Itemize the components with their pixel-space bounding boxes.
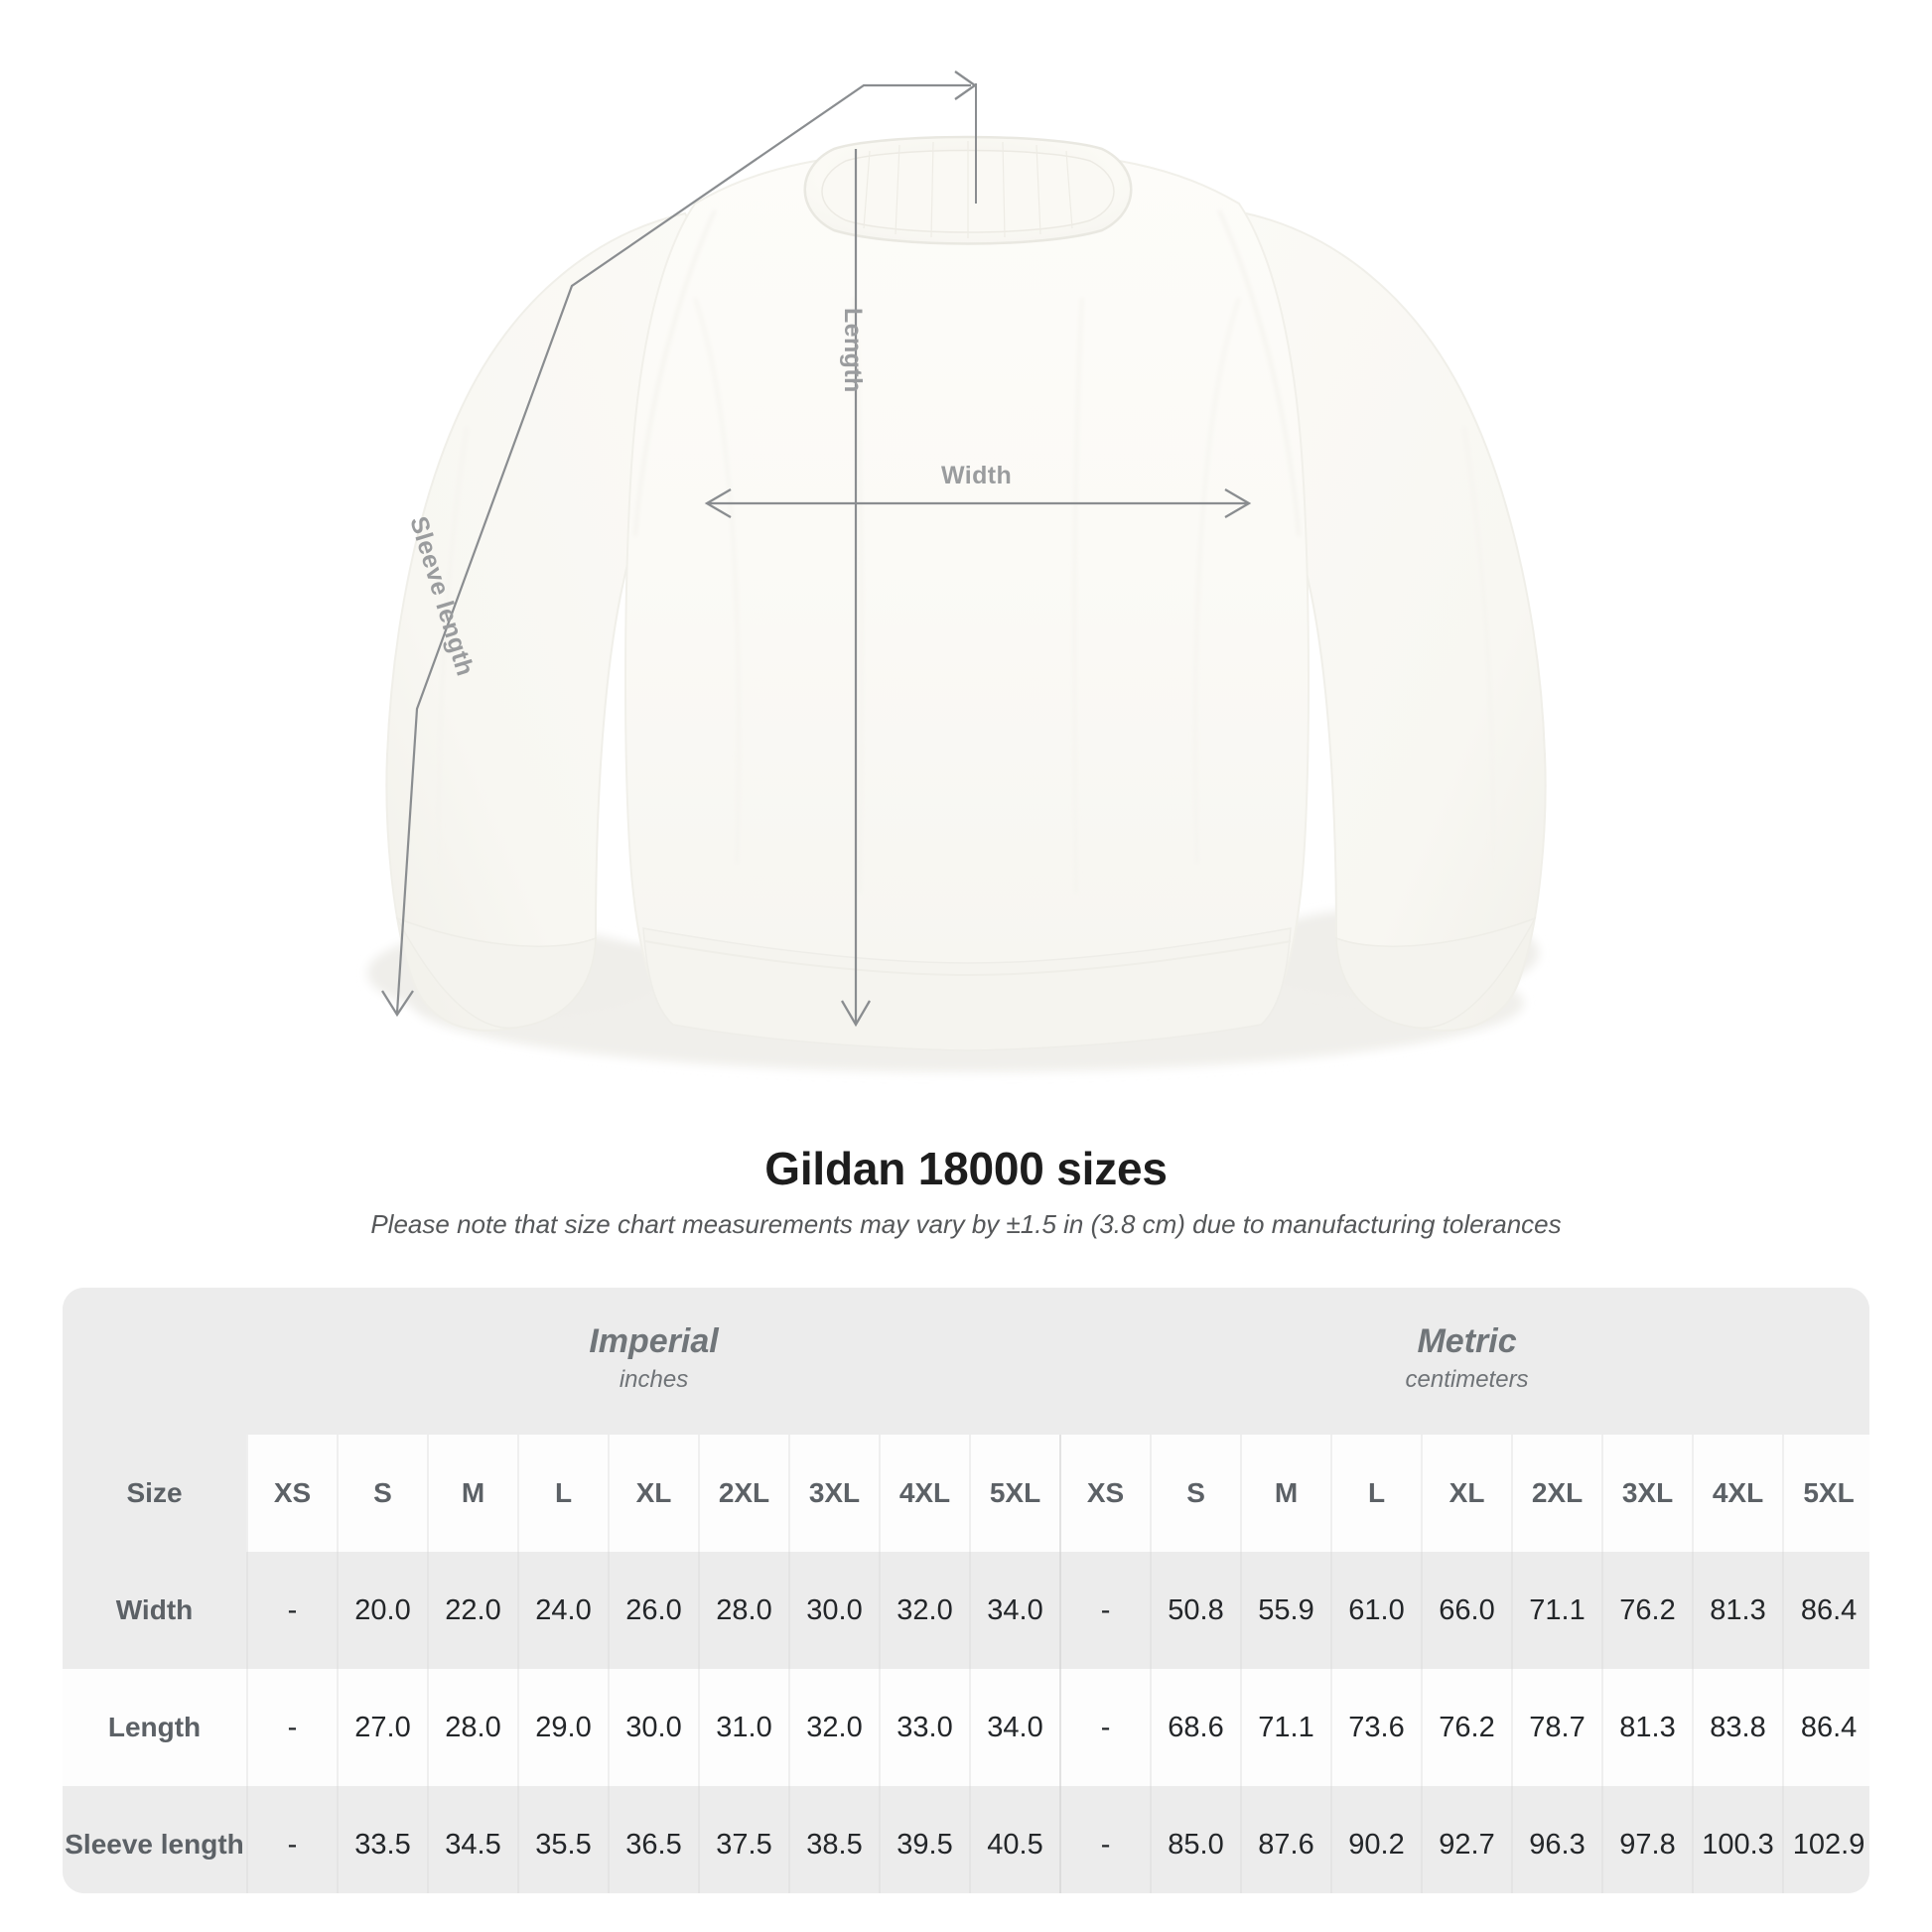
size-col-4: XL bbox=[608, 1435, 699, 1552]
cell-length-13: 76.2 bbox=[1421, 1669, 1513, 1786]
cell-length-5: 31.0 bbox=[698, 1669, 789, 1786]
cell-width-15: 76.2 bbox=[1601, 1552, 1694, 1669]
unit-group-metric-name: Metric bbox=[1417, 1322, 1517, 1361]
cell-sleeve-6: 38.5 bbox=[788, 1786, 880, 1893]
cell-length-14: 78.7 bbox=[1511, 1669, 1603, 1786]
cell-width-1: 20.0 bbox=[337, 1552, 428, 1669]
cell-sleeve-2: 34.5 bbox=[427, 1786, 518, 1893]
measurement-guides bbox=[381, 70, 1252, 1028]
cell-sleeve-10: 85.0 bbox=[1150, 1786, 1242, 1893]
table-row: Sleeve length - 33.5 34.5 35.5 36.5 37.5… bbox=[63, 1786, 1869, 1893]
cell-width-17: 86.4 bbox=[1782, 1552, 1869, 1669]
size-col-8: 5XL bbox=[968, 1435, 1061, 1552]
size-col-0: XS bbox=[246, 1435, 338, 1552]
unit-group-imperial-name: Imperial bbox=[589, 1322, 719, 1361]
tolerance-note: Please note that size chart measurements… bbox=[370, 1209, 1562, 1239]
unit-group-imperial-sub: inches bbox=[619, 1366, 689, 1394]
cell-sleeve-5: 37.5 bbox=[698, 1786, 789, 1893]
size-col-1: S bbox=[337, 1435, 428, 1552]
cell-width-8: 34.0 bbox=[968, 1552, 1061, 1669]
size-header-row: Size XS S M L XL 2XL 3XL 4XL 5XL XS S M … bbox=[63, 1435, 1869, 1552]
size-col-13: XL bbox=[1421, 1435, 1513, 1552]
cell-width-13: 66.0 bbox=[1421, 1552, 1513, 1669]
size-col-3: L bbox=[517, 1435, 609, 1552]
size-col-6: 3XL bbox=[788, 1435, 880, 1552]
cell-sleeve-13: 92.7 bbox=[1421, 1786, 1513, 1893]
cell-sleeve-0: - bbox=[246, 1786, 338, 1893]
unit-group-metric: Metric centimeters bbox=[1060, 1288, 1869, 1435]
size-col-5: 2XL bbox=[698, 1435, 789, 1552]
length-label: Length bbox=[839, 308, 867, 393]
size-col-17: 5XL bbox=[1782, 1435, 1869, 1552]
cell-width-5: 28.0 bbox=[698, 1552, 789, 1669]
table-row: Width - 20.0 22.0 24.0 26.0 28.0 30.0 32… bbox=[63, 1552, 1869, 1669]
cell-length-16: 83.8 bbox=[1692, 1669, 1784, 1786]
unit-group-metric-sub: centimeters bbox=[1405, 1366, 1529, 1394]
cell-sleeve-8: 40.5 bbox=[968, 1786, 1061, 1893]
cell-width-9: - bbox=[1059, 1552, 1152, 1669]
size-col-10: S bbox=[1150, 1435, 1242, 1552]
cell-width-2: 22.0 bbox=[427, 1552, 518, 1669]
cell-width-16: 81.3 bbox=[1692, 1552, 1784, 1669]
sweatshirt-illustration bbox=[367, 135, 1547, 1072]
garment-diagram: Length Width Sleeve length bbox=[367, 70, 1547, 1072]
size-col-2: M bbox=[427, 1435, 518, 1552]
cell-width-0: - bbox=[246, 1552, 338, 1669]
cell-length-8: 34.0 bbox=[968, 1669, 1061, 1786]
cell-sleeve-12: 90.2 bbox=[1330, 1786, 1423, 1893]
cell-length-11: 71.1 bbox=[1240, 1669, 1332, 1786]
cell-length-4: 30.0 bbox=[608, 1669, 699, 1786]
unit-group-row: Imperial inches Metric centimeters bbox=[63, 1288, 1869, 1435]
cell-length-10: 68.6 bbox=[1150, 1669, 1242, 1786]
cell-width-11: 55.9 bbox=[1240, 1552, 1332, 1669]
size-table-container: Imperial inches Metric centimeters Size … bbox=[63, 1288, 1869, 1893]
row-label-sleeve-length: Sleeve length bbox=[63, 1786, 247, 1893]
cell-width-6: 30.0 bbox=[788, 1552, 880, 1669]
size-col-9: XS bbox=[1059, 1435, 1152, 1552]
cell-length-1: 27.0 bbox=[337, 1669, 428, 1786]
cell-length-15: 81.3 bbox=[1601, 1669, 1694, 1786]
cell-width-12: 61.0 bbox=[1330, 1552, 1423, 1669]
cell-sleeve-1: 33.5 bbox=[337, 1786, 428, 1893]
size-table: Imperial inches Metric centimeters Size … bbox=[63, 1288, 1869, 1893]
cell-width-10: 50.8 bbox=[1150, 1552, 1242, 1669]
cell-width-7: 32.0 bbox=[879, 1552, 970, 1669]
size-col-11: M bbox=[1240, 1435, 1332, 1552]
cell-length-0: - bbox=[246, 1669, 338, 1786]
cell-width-4: 26.0 bbox=[608, 1552, 699, 1669]
cell-sleeve-16: 100.3 bbox=[1692, 1786, 1784, 1893]
page-title: Gildan 18000 sizes bbox=[764, 1143, 1168, 1194]
cell-sleeve-17: 102.9 bbox=[1782, 1786, 1869, 1893]
cell-sleeve-9: - bbox=[1059, 1786, 1152, 1893]
cell-length-9: - bbox=[1059, 1669, 1152, 1786]
row-label-width: Width bbox=[63, 1552, 247, 1669]
cell-length-7: 33.0 bbox=[879, 1669, 970, 1786]
cell-sleeve-11: 87.6 bbox=[1240, 1786, 1332, 1893]
cell-length-6: 32.0 bbox=[788, 1669, 880, 1786]
size-col-14: 2XL bbox=[1511, 1435, 1603, 1552]
size-col-15: 3XL bbox=[1601, 1435, 1694, 1552]
size-col-16: 4XL bbox=[1692, 1435, 1784, 1552]
cell-length-12: 73.6 bbox=[1330, 1669, 1423, 1786]
cell-width-3: 24.0 bbox=[517, 1552, 609, 1669]
cell-length-17: 86.4 bbox=[1782, 1669, 1869, 1786]
cell-sleeve-3: 35.5 bbox=[517, 1786, 609, 1893]
cell-sleeve-15: 97.8 bbox=[1601, 1786, 1694, 1893]
width-label: Width bbox=[941, 462, 1013, 489]
cell-sleeve-7: 39.5 bbox=[879, 1786, 970, 1893]
cell-sleeve-14: 96.3 bbox=[1511, 1786, 1603, 1893]
size-col-12: L bbox=[1330, 1435, 1423, 1552]
unit-group-imperial: Imperial inches bbox=[247, 1288, 1061, 1435]
table-row: Length - 27.0 28.0 29.0 30.0 31.0 32.0 3… bbox=[63, 1669, 1869, 1786]
cell-sleeve-4: 36.5 bbox=[608, 1786, 699, 1893]
cell-length-3: 29.0 bbox=[517, 1669, 609, 1786]
cell-length-2: 28.0 bbox=[427, 1669, 518, 1786]
size-header-label: Size bbox=[63, 1435, 247, 1552]
unit-spacer bbox=[63, 1288, 247, 1435]
row-label-length: Length bbox=[63, 1669, 247, 1786]
size-col-7: 4XL bbox=[879, 1435, 970, 1552]
cell-width-14: 71.1 bbox=[1511, 1552, 1603, 1669]
